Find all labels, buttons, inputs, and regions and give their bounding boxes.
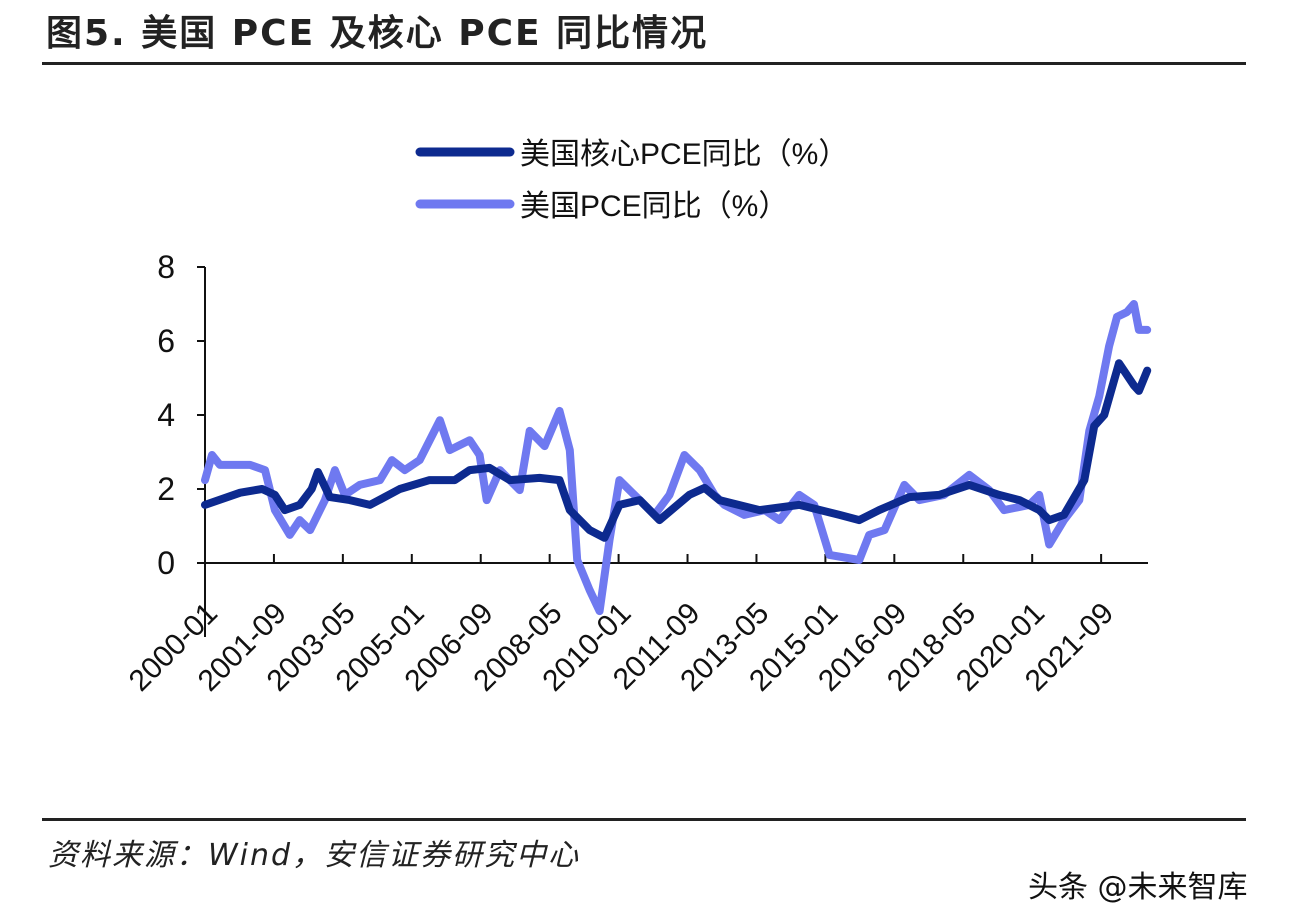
watermark: 头条 @未来智库 — [1028, 870, 1248, 905]
chart-title: 图5. 美国 PCE 及核心 PCE 同比情况 — [46, 13, 709, 54]
y-tick-label: 6 — [157, 323, 175, 359]
legend-label-core: 美国核心PCE同比（%） — [520, 138, 848, 171]
source-note: 资料来源：Wind，安信证券研究中心 — [48, 838, 581, 873]
y-tick-label: 8 — [157, 249, 175, 285]
y-tick-label: 0 — [157, 545, 175, 581]
legend: 美国核心PCE同比（%） 美国PCE同比（%） — [415, 138, 848, 223]
title-divider — [42, 62, 1246, 65]
legend-label-headline: 美国PCE同比（%） — [520, 190, 788, 223]
y-tick-label: 2 — [157, 471, 175, 507]
series-line-core — [201, 359, 1152, 542]
y-tick-label: 4 — [157, 397, 175, 433]
source-divider — [42, 818, 1246, 821]
series-line-headline — [201, 300, 1152, 616]
